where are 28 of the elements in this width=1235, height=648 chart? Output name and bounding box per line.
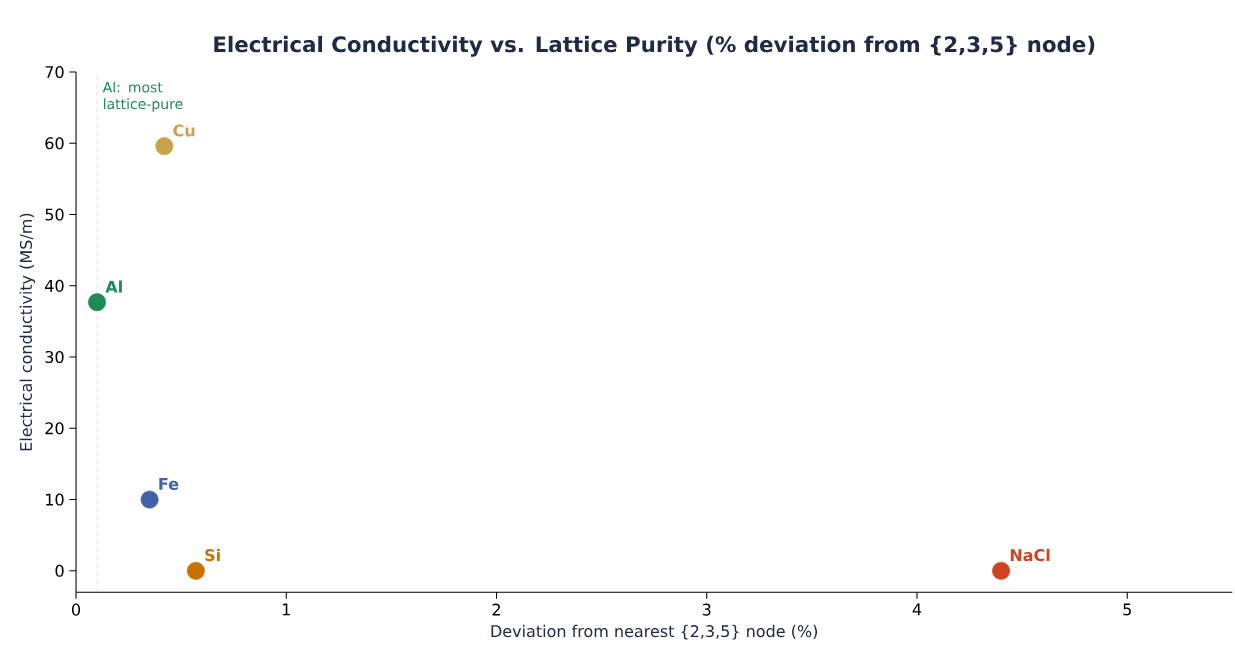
y-tick-label: 40 — [45, 279, 64, 292]
point — [88, 293, 106, 312]
point — [140, 490, 159, 509]
x-tick-label: 3 — [702, 603, 711, 616]
y-tick-label: 30 — [45, 350, 64, 364]
point — [186, 561, 205, 580]
point — [992, 561, 1011, 580]
series-label: NaCl — [1010, 548, 1050, 562]
point — [155, 137, 174, 156]
y-tick-label: 70 — [45, 65, 64, 79]
series-label: Cu — [173, 124, 195, 137]
series-label: Al — [105, 280, 122, 293]
chart-title: Electrical Conductivity vs. Lattice Purity (% deviation from {2,3,5} node) — [214, 35, 1095, 57]
y-tick-label: 20 — [45, 422, 64, 435]
y-tick-label: 50 — [45, 208, 64, 221]
y-tick-label: 60 — [45, 137, 64, 150]
series-label: Fe — [159, 477, 179, 490]
x-tick-label: 4 — [912, 603, 922, 616]
x-tick-label: 1 — [282, 603, 290, 616]
ref-line-label: Al: most lattice-pure — [102, 81, 183, 112]
x-tick-label: 5 — [1123, 603, 1131, 616]
x-axis-title: Deviation from nearest {2,3,5} node (%) — [491, 624, 818, 640]
y-tick-label: 0 — [55, 564, 64, 577]
x-tick-label: 0 — [71, 603, 81, 616]
series-label: Si — [205, 548, 220, 562]
x-tick-label: 2 — [492, 603, 500, 616]
y-axis-title: Electrical conductivity (MS/m) — [19, 213, 36, 451]
y-tick-label: 10 — [46, 493, 64, 506]
